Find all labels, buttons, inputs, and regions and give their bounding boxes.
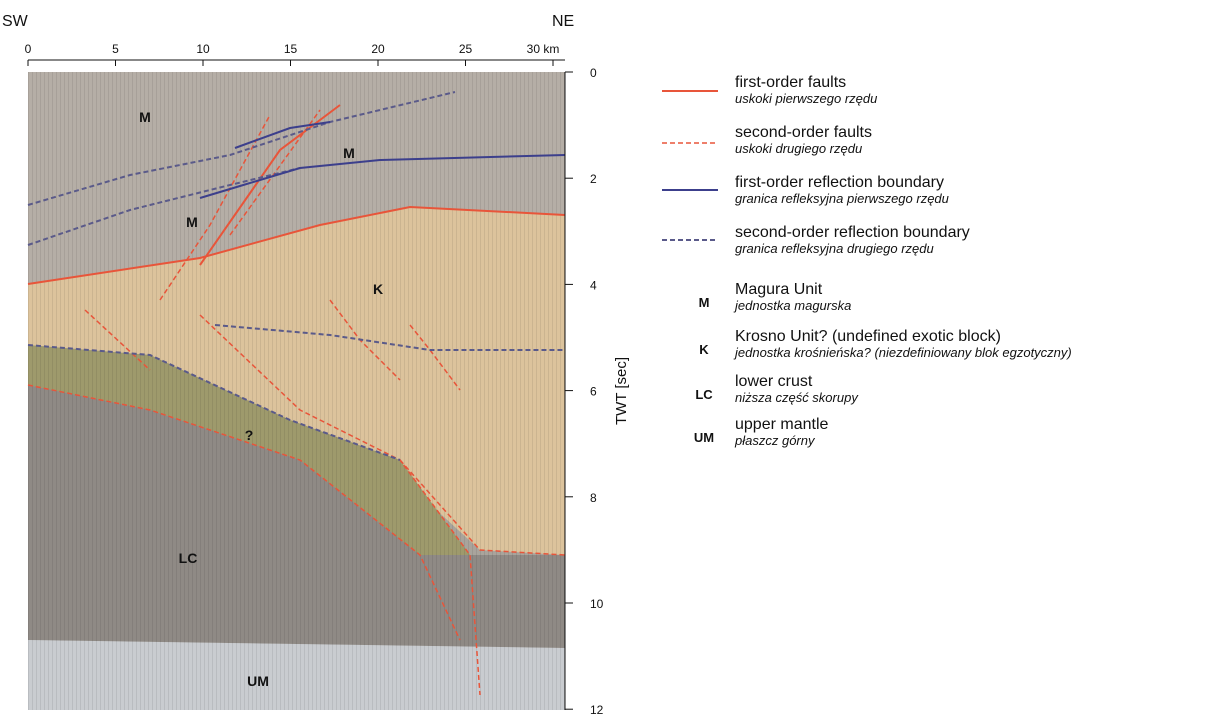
legend-code: UM bbox=[694, 430, 714, 445]
unit-label: M bbox=[343, 145, 355, 161]
tick-label: 15 bbox=[284, 42, 298, 56]
legend-code: K bbox=[699, 342, 709, 357]
tick-label: 10 bbox=[196, 42, 210, 56]
legend-title: upper mantle bbox=[735, 416, 828, 433]
direction-label: NE bbox=[552, 13, 574, 30]
fault-line bbox=[84, 309, 151, 371]
reflection-line bbox=[214, 324, 565, 351]
direction-label: SW bbox=[2, 13, 29, 30]
legend-subtitle: niższa część skorupy bbox=[735, 390, 859, 405]
fault-line bbox=[229, 109, 321, 236]
legend-title: first-order reflection boundary bbox=[735, 174, 944, 191]
unit-label: ? bbox=[245, 427, 254, 443]
legend-subtitle: granica refleksyjna pierwszego rzędu bbox=[735, 191, 949, 206]
legend-subtitle: płaszcz górny bbox=[734, 433, 816, 448]
tick-label: 20 bbox=[371, 42, 385, 56]
tick-label: 12 bbox=[590, 703, 604, 716]
legend-subtitle: granica refleksyjna drugiego rzędu bbox=[735, 241, 934, 256]
legend-title: second-order reflection boundary bbox=[735, 224, 970, 241]
legend-subtitle: jednostka magurska bbox=[733, 298, 851, 313]
fault-line bbox=[199, 104, 341, 266]
unit-label: M bbox=[186, 214, 198, 230]
reflection-line bbox=[27, 91, 456, 206]
legend-title: Krosno Unit? (undefined exotic block) bbox=[735, 328, 1001, 345]
fault-line bbox=[27, 384, 461, 641]
legend-subtitle: uskoki pierwszego rzędu bbox=[735, 91, 877, 106]
unit-label: LC bbox=[179, 550, 198, 566]
axis-title: TWT [sec] bbox=[613, 357, 630, 425]
unit-label: K bbox=[373, 281, 383, 297]
tick-label: 25 bbox=[459, 42, 473, 56]
tick-label: 8 bbox=[590, 491, 597, 505]
fault-line bbox=[27, 205, 566, 285]
tick-label: 0 bbox=[590, 66, 597, 80]
tick-label: 0 bbox=[25, 42, 32, 56]
texture bbox=[28, 72, 565, 710]
unit-label: UM bbox=[247, 673, 269, 689]
tick-label: 10 bbox=[590, 597, 604, 611]
legend-title: second-order faults bbox=[735, 124, 872, 141]
tick-label: 5 bbox=[112, 42, 119, 56]
legend-subtitle: jednostka krośnieńska? (niezdefiniowany … bbox=[733, 345, 1072, 360]
fault-line bbox=[159, 114, 271, 301]
tick-label: 2 bbox=[590, 172, 597, 186]
tick-label: 6 bbox=[590, 385, 597, 399]
section-labels: M M M K ? LC UM bbox=[139, 109, 383, 689]
reflection-line bbox=[234, 121, 331, 149]
section bbox=[27, 72, 566, 710]
tick-label: 30 km bbox=[527, 42, 560, 56]
fault-line bbox=[399, 459, 566, 556]
tick-label: 4 bbox=[590, 278, 597, 292]
legend-title: first-order faults bbox=[735, 74, 846, 91]
legend-title: Magura Unit bbox=[735, 281, 823, 298]
legend-code: M bbox=[699, 295, 710, 310]
reflection-line bbox=[199, 154, 566, 199]
legend-subtitle: uskoki drugiego rzędu bbox=[735, 141, 862, 156]
legend-code: LC bbox=[695, 387, 713, 402]
legend-title: lower crust bbox=[735, 373, 813, 390]
unit-label: M bbox=[139, 109, 151, 125]
